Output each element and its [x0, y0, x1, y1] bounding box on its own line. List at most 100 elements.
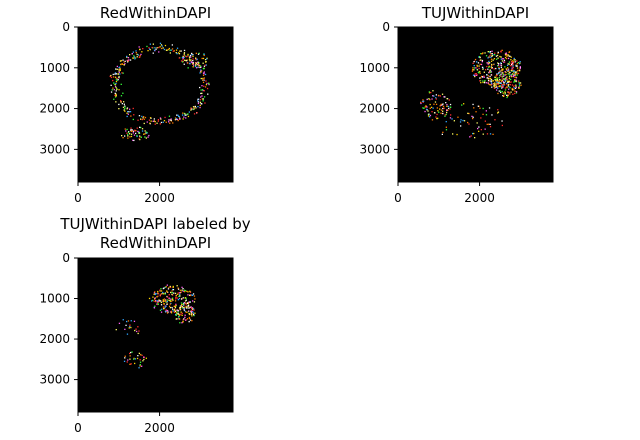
speckle-point [200, 96, 202, 98]
speckle-point [140, 136, 142, 138]
speckle-point [448, 99, 450, 101]
speckle-point [130, 133, 133, 135]
speckle-point [422, 99, 424, 101]
y-tick-label: 1000 [39, 61, 70, 75]
speckle-point [162, 306, 165, 308]
speckle-point [110, 74, 112, 77]
speckle-point [170, 120, 173, 122]
speckle-point [492, 80, 495, 82]
speckle-point [189, 290, 191, 292]
speckle-point [194, 312, 196, 314]
speckle-point [443, 96, 445, 98]
speckle-point [176, 297, 178, 299]
speckle-point [447, 105, 450, 108]
speckle-point [193, 314, 195, 316]
speckle-point [508, 51, 511, 53]
speckle-point [494, 119, 496, 121]
speckle-point [490, 80, 492, 83]
speckle-point [197, 66, 199, 68]
speckle-point [502, 72, 504, 74]
speckle-point [509, 93, 511, 95]
speckle-point [498, 63, 500, 65]
speckle-point [505, 71, 507, 73]
speckle-point [141, 130, 144, 132]
axes-frame [397, 26, 554, 183]
speckle-point [164, 293, 166, 295]
speckle-point [445, 126, 447, 128]
speckle-point [121, 103, 123, 105]
speckle-point [139, 354, 142, 356]
speckle-point [472, 69, 474, 71]
speckle-point [166, 301, 168, 303]
x-tick-label: 2000 [144, 191, 175, 205]
speckle-point [440, 112, 442, 114]
speckle-point [116, 68, 118, 70]
speckle-point [488, 66, 490, 68]
speckle-point [153, 300, 155, 302]
speckle-point [432, 107, 434, 109]
speckle-point [441, 133, 443, 135]
speckle-point [162, 47, 164, 49]
speckle-point [193, 301, 196, 303]
speckle-point [499, 79, 501, 81]
speckle-point [505, 53, 507, 55]
speckle-point [496, 86, 498, 89]
speckle-point [142, 360, 144, 362]
speckle-point [430, 91, 432, 94]
speckle-point [179, 307, 181, 309]
speckle-point [180, 311, 182, 313]
speckle-point [504, 92, 506, 94]
speckle-point [169, 52, 171, 54]
speckle-point [501, 58, 504, 60]
speckle-point [508, 72, 510, 74]
speckle-point [427, 110, 429, 112]
speckle-point [176, 285, 178, 287]
speckle-point [168, 115, 171, 117]
speckle-point [479, 80, 482, 82]
speckle-point [176, 313, 178, 315]
speckle-point [181, 314, 183, 316]
speckle-point [518, 87, 520, 89]
axes-frame [77, 257, 234, 413]
speckle-point [492, 54, 494, 56]
speckle-point [491, 80, 493, 82]
speckle-point [116, 65, 118, 68]
speckle-point [203, 71, 205, 73]
speckle-point [494, 82, 496, 84]
speckle-point [180, 298, 183, 300]
speckle-point [486, 62, 488, 64]
speckle-point [163, 303, 165, 305]
speckle-point [128, 327, 130, 329]
speckle-point [491, 67, 493, 69]
speckle-point [186, 60, 188, 62]
speckle-point [120, 101, 122, 103]
speckle-point [498, 67, 500, 69]
speckle-point [159, 46, 161, 48]
speckle-point [178, 295, 180, 298]
speckle-point [519, 70, 521, 72]
speckle-point [422, 101, 424, 103]
speckle-point [444, 114, 446, 116]
speckle-point [179, 314, 181, 316]
speckle-point [504, 87, 507, 89]
speckle-point [440, 109, 443, 111]
speckle-point [501, 76, 504, 78]
speckle-point [121, 63, 123, 65]
speckle-point [435, 97, 437, 99]
speckle-point [116, 77, 118, 79]
speckle-point [478, 65, 480, 67]
speckle-point [500, 58, 502, 60]
speckle-point [516, 74, 518, 76]
speckle-point [493, 83, 495, 85]
speckle-point [129, 111, 132, 113]
speckle-point [136, 53, 138, 56]
speckle-point [181, 286, 183, 288]
speckle-point [435, 116, 437, 118]
speckle-point [490, 53, 492, 55]
speckle-point [472, 62, 474, 64]
speckle-point [140, 118, 142, 120]
speckle-point [172, 286, 174, 288]
speckle-point [115, 94, 117, 96]
speckle-point [127, 61, 129, 63]
speckle-point [489, 54, 491, 57]
